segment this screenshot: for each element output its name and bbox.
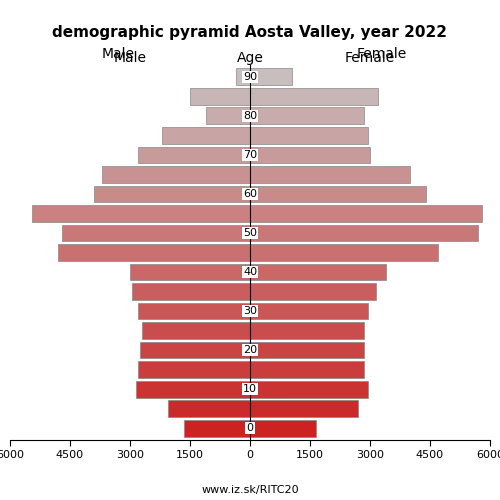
Text: Female: Female (357, 47, 407, 61)
Bar (250, 224, 478, 242)
Text: 10: 10 (243, 384, 257, 394)
Bar (94, 186, 250, 202)
Text: Male: Male (102, 47, 134, 61)
Bar (250, 400, 358, 417)
Bar (168, 400, 250, 417)
Bar (250, 381, 368, 398)
Bar (250, 420, 316, 436)
Bar (250, 322, 364, 339)
Bar (58, 244, 250, 261)
Text: 30: 30 (243, 306, 257, 316)
Bar (250, 303, 368, 320)
Bar (206, 108, 250, 124)
Bar (250, 68, 292, 85)
Text: 60: 60 (243, 189, 257, 199)
Text: Age: Age (236, 51, 264, 65)
Bar (250, 88, 378, 104)
Bar (102, 166, 250, 182)
Bar (140, 342, 250, 358)
Bar (136, 381, 250, 398)
Text: 90: 90 (243, 72, 257, 82)
Bar (162, 127, 250, 144)
Text: 50: 50 (243, 228, 257, 238)
Text: Male: Male (114, 51, 146, 65)
Bar (250, 166, 410, 182)
Text: 20: 20 (243, 345, 257, 355)
Bar (138, 362, 250, 378)
Bar (130, 264, 250, 280)
Bar (250, 342, 364, 358)
Bar (250, 108, 364, 124)
Bar (32, 205, 250, 222)
Bar (142, 322, 250, 339)
Bar (132, 284, 250, 300)
Bar (138, 146, 250, 163)
Bar (184, 420, 250, 436)
Bar (250, 186, 426, 202)
Bar (250, 264, 386, 280)
Text: 70: 70 (243, 150, 257, 160)
Text: www.iz.sk/RITC20: www.iz.sk/RITC20 (201, 485, 299, 495)
Bar (138, 303, 250, 320)
Bar (250, 146, 370, 163)
Bar (250, 127, 368, 144)
Bar (250, 362, 364, 378)
Text: demographic pyramid Aosta Valley, year 2022: demographic pyramid Aosta Valley, year 2… (52, 25, 448, 40)
Bar (236, 68, 250, 85)
Text: 80: 80 (243, 111, 257, 121)
Bar (62, 224, 250, 242)
Text: 0: 0 (246, 424, 254, 434)
Bar (250, 284, 376, 300)
Text: 40: 40 (243, 267, 257, 277)
Bar (190, 88, 250, 104)
Bar (250, 205, 482, 222)
Text: Female: Female (345, 51, 395, 65)
Bar (250, 244, 438, 261)
